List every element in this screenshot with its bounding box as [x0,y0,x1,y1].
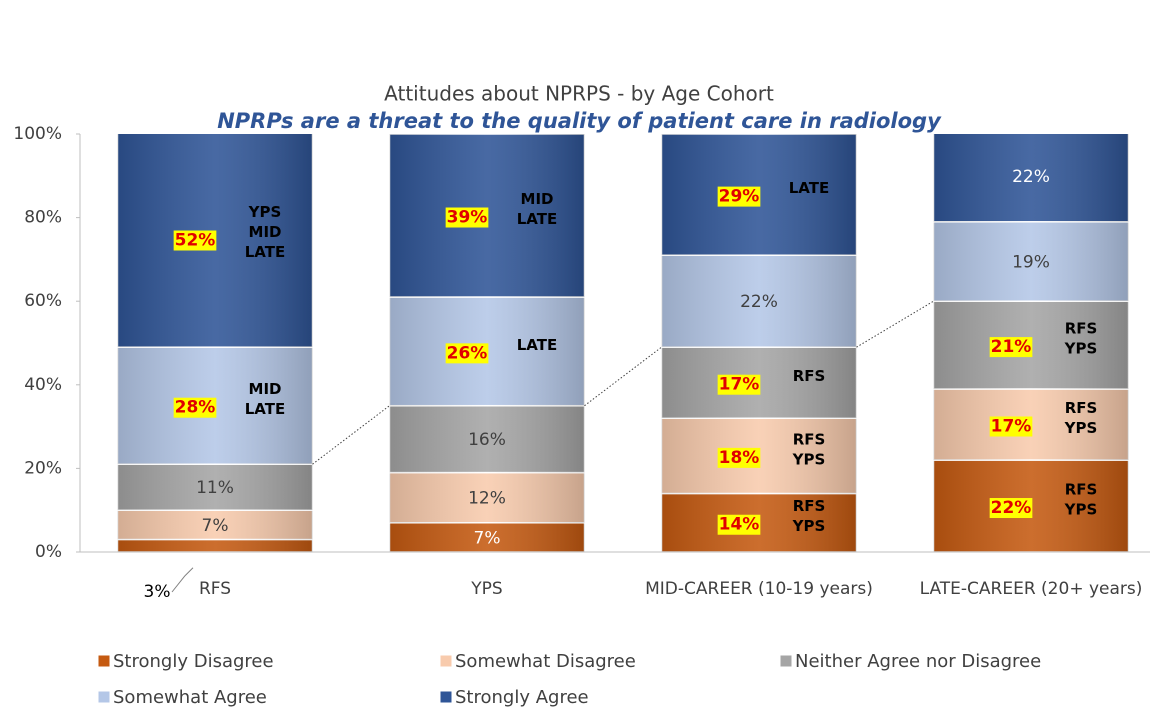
significance-note: YPS [248,203,282,221]
significance-note: RFS [1065,399,1098,417]
legend-label: Strongly Agree [455,687,589,708]
legend-marker [779,654,793,668]
significance-note: RFS [793,430,826,448]
bar-shade [117,510,313,540]
significance-note: RFS [793,367,826,385]
value-label: 7% [474,528,501,548]
value-label: 3% [144,582,171,602]
legend-marker [439,654,453,668]
highlight [173,230,217,251]
bar-shade [117,539,313,552]
value-label: 22% [991,498,1032,518]
value-label: 7% [202,516,229,536]
value-label: 21% [991,337,1032,357]
highlight [989,498,1033,519]
x-tick-label: YPS [471,579,503,599]
highlight [445,207,489,228]
significance-note: LATE [245,400,285,418]
bar-shade [117,464,313,511]
x-tick-label: LATE-CAREER (20+ years) [919,579,1143,599]
value-label: 22% [740,292,778,312]
significance-note: YPS [1064,419,1098,437]
significance-note: LATE [517,336,557,354]
value-label: 14% [719,515,760,535]
significance-note: RFS [1065,320,1098,338]
legend-marker [97,654,111,668]
bar-shade [389,472,585,523]
value-label: 17% [719,375,760,395]
significance-note: MID [249,223,282,241]
leader-line [171,575,186,593]
value-label: 18% [719,448,760,468]
legend-label: Neither Agree nor Disagree [795,651,1041,672]
significance-note: RFS [793,497,826,515]
chart-subtitle: NPRPs are a threat to the quality of pat… [217,109,942,133]
y-tick-label: 0% [35,542,62,562]
series-line [856,300,934,348]
legend-label: Somewhat Disagree [455,651,636,672]
value-label: 19% [1012,252,1050,272]
highlight [717,514,761,535]
bar-shade [661,255,857,348]
x-tick-label: MID-CAREER (10-19 years) [645,579,873,599]
bars [116,134,1130,553]
highlight [717,186,761,207]
significance-note: LATE [245,243,285,261]
highlight [445,343,489,364]
significance-note: LATE [789,179,829,197]
significance-note: YPS [792,450,826,468]
highlight [173,397,217,418]
y-tick-label: 20% [24,458,62,478]
legend-marker [97,690,111,704]
significance-note: RFS [1065,481,1098,499]
y-tick-label: 80% [24,208,62,228]
value-label: 39% [447,208,488,228]
y-tick-label: 100% [13,124,62,144]
significance-note: MID [521,190,554,208]
highlight [989,337,1033,358]
value-label: 11% [196,478,234,498]
leader-line [184,567,194,577]
value-label: 26% [447,343,488,363]
chart-title: Attitudes about NPRPS - by Age Cohort [384,82,774,106]
significance-note: YPS [1064,501,1098,519]
significance-note: MID [249,380,282,398]
value-label: 28% [175,398,216,418]
legend-label: Somewhat Agree [113,687,267,708]
value-label: 52% [175,231,216,251]
bar-shade [933,221,1129,302]
highlight [717,374,761,395]
significance-note: LATE [517,210,557,228]
highlight [989,416,1033,437]
legend-label: Strongly Disagree [113,651,274,672]
legend-marker [439,690,453,704]
significance-note: YPS [792,517,826,535]
x-tick-label: RFS [198,579,232,599]
series-line [312,405,390,465]
value-label: 22% [1012,167,1050,187]
value-label: 16% [468,430,506,450]
y-tick-label: 60% [24,291,62,311]
bar-shade [933,134,1129,222]
y-tick-label: 40% [24,375,62,395]
significance-note: YPS [1064,340,1098,358]
value-label: 29% [719,187,760,207]
highlight [717,447,761,468]
bar-shade [389,522,585,552]
series-line [584,346,662,407]
value-label: 12% [468,489,506,509]
bar-shade [389,405,585,473]
value-label: 17% [991,417,1032,437]
